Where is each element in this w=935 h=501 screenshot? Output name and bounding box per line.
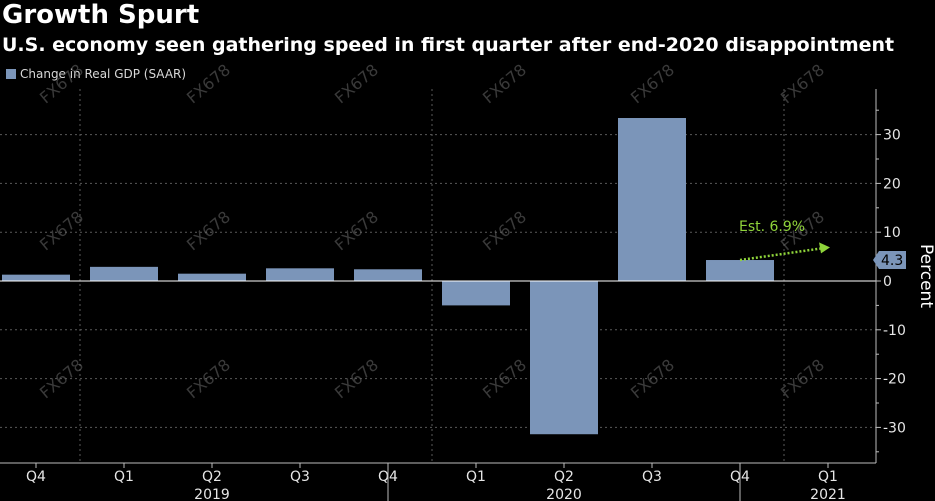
watermark-text: FX678 [183, 207, 234, 254]
x-year-label: 2019 [194, 487, 230, 501]
watermark-text: FX678 [331, 60, 382, 107]
x-tick-label: Q3 [290, 469, 310, 485]
y-tick-label: 30 [883, 128, 901, 144]
x-tick-label: Q2 [554, 469, 574, 485]
x-tick-label: Q4 [26, 469, 46, 485]
y-tick-label: 20 [883, 176, 901, 192]
y-axis-title: Percent [916, 244, 935, 308]
data-bar [706, 260, 774, 281]
data-bar [90, 266, 158, 281]
watermark-text: FX678 [183, 60, 234, 107]
estimate-arrow-line [739, 247, 823, 262]
watermark-text: FX678 [331, 207, 382, 254]
y-tick-label: -10 [883, 323, 906, 339]
chart-title: Growth Spurt [2, 0, 200, 30]
estimate-label: Est. 6.9% [739, 219, 805, 235]
y-tick-label: -30 [883, 420, 906, 436]
x-tick-label: Q1 [466, 469, 486, 485]
chart-subtitle: U.S. economy seen gathering speed in fir… [2, 34, 895, 56]
x-tick-label: Q3 [642, 469, 662, 485]
data-bar [2, 274, 70, 281]
data-bar [266, 268, 334, 281]
data-bar [442, 281, 510, 306]
x-year-label: 2021 [810, 487, 846, 501]
watermark-text: FX678 [36, 60, 87, 107]
last-value-tag [873, 251, 906, 270]
watermark-text: FX678 [36, 355, 87, 402]
estimate-arrow-head [819, 242, 830, 254]
watermark-text: FX678 [479, 60, 530, 107]
data-bar [618, 118, 686, 282]
data-bar [530, 281, 598, 435]
last-value-label: 4.3 [881, 253, 903, 269]
data-bar [354, 269, 422, 281]
data-bar [178, 273, 246, 281]
x-tick-label: Q1 [818, 469, 838, 485]
watermark-text: FX678 [627, 60, 678, 107]
y-tick-label: 10 [883, 225, 901, 241]
watermark-text: FX678 [36, 207, 87, 254]
legend: Change in Real GDP (SAAR) [6, 67, 186, 81]
y-tick-label: -20 [883, 372, 906, 388]
legend-swatch [6, 69, 16, 79]
x-tick-label: Q2 [202, 469, 222, 485]
legend-label: Change in Real GDP (SAAR) [20, 67, 187, 81]
x-year-label: 2020 [546, 487, 582, 501]
x-tick-label: Q1 [114, 469, 134, 485]
watermark-text: FX678 [331, 355, 382, 402]
watermark-text: FX678 [777, 60, 828, 107]
watermark-text: FX678 [479, 207, 530, 254]
y-tick-label: 0 [883, 274, 892, 290]
